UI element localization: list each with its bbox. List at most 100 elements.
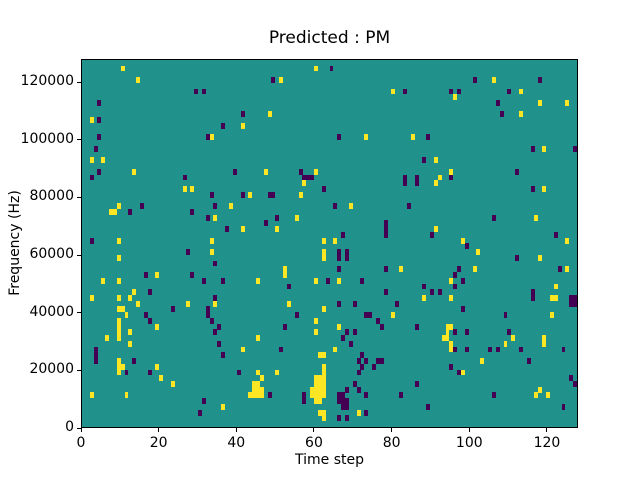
heatmap-cell-purple: [209, 191, 214, 198]
heatmap-cell-yellow: [120, 363, 125, 370]
heatmap-cell-purple: [495, 100, 500, 106]
heatmap-cell-purple: [221, 277, 226, 284]
heatmap-cell-purple: [337, 134, 342, 141]
heatmap-cell-yellow: [182, 186, 187, 192]
heatmap-cell-purple: [236, 369, 241, 376]
heatmap-cell-yellow: [441, 335, 446, 341]
heatmap-cell-purple: [263, 220, 268, 227]
heatmap-cell-yellow: [565, 100, 570, 106]
heatmap-cell-yellow: [116, 335, 121, 341]
heatmap-cell-purple: [426, 134, 431, 141]
heatmap-cell-yellow: [542, 186, 547, 192]
heatmap-cell-purple: [422, 157, 427, 164]
heatmap-cell-yellow: [391, 88, 396, 95]
heatmap-cell-purple: [573, 145, 577, 152]
y-tick-label: 20000: [29, 361, 74, 378]
heatmap-cell-yellow: [132, 289, 137, 296]
heatmap-cell-purple: [375, 317, 380, 324]
heatmap-cell-purple: [449, 88, 454, 95]
heatmap-cell-purple: [240, 191, 245, 198]
heatmap-cell-purple: [344, 386, 349, 393]
y-tick-label: 40000: [29, 303, 74, 320]
x-tick-label: 0: [76, 435, 86, 451]
heatmap-cell-yellow: [460, 237, 465, 244]
heatmap-cell-yellow: [228, 203, 233, 210]
heatmap-cell-yellow: [317, 386, 322, 393]
heatmap-cell-yellow: [511, 335, 516, 341]
heatmap-cell-purple: [128, 208, 133, 215]
heatmap-cell-yellow: [314, 380, 318, 387]
heatmap-cell-yellow: [410, 134, 415, 141]
heatmap-cell-purple: [495, 346, 500, 353]
heatmap-cell-purple: [213, 294, 218, 301]
heatmap-cell-yellow: [279, 77, 284, 83]
heatmap-cell-purple: [341, 403, 346, 410]
heatmap-cell-purple: [383, 289, 388, 296]
heatmap-cell-yellow: [120, 65, 125, 72]
heatmap-cell-purple: [302, 174, 307, 181]
heatmap-cell-purple: [406, 203, 411, 210]
heatmap-cell-yellow: [116, 363, 121, 370]
heatmap-cell-yellow: [116, 254, 121, 261]
heatmap-cell-yellow: [128, 329, 133, 336]
heatmap-cell-purple: [538, 77, 543, 83]
heatmap-cell-yellow: [240, 122, 245, 129]
heatmap-cell-purple: [93, 358, 98, 364]
y-tick-label: 100000: [20, 130, 74, 147]
heatmap-cell-yellow: [170, 380, 175, 387]
heatmap-cell-purple: [457, 266, 462, 273]
heatmap-cell-yellow: [310, 392, 315, 399]
heatmap-cell-purple: [201, 277, 206, 284]
x-tick-mark: [468, 428, 470, 432]
heatmap-cell-purple: [147, 317, 152, 324]
heatmap-cell-yellow: [256, 386, 260, 393]
heatmap-cell-purple: [395, 300, 400, 307]
heatmap-cell-purple: [383, 231, 388, 238]
heatmap-cell-purple: [348, 340, 353, 347]
heatmap-cell-purple: [217, 323, 222, 330]
heatmap-cell-yellow: [460, 369, 465, 376]
heatmap-cell-yellow: [449, 346, 454, 353]
heatmap-cell-yellow: [449, 294, 454, 301]
heatmap-cell-yellow: [209, 134, 214, 141]
heatmap-cell-purple: [271, 191, 276, 198]
heatmap-cell-yellow: [116, 277, 121, 284]
plot-area: [81, 59, 578, 428]
heatmap-cell-purple: [430, 289, 434, 296]
heatmap-cell-yellow: [314, 392, 318, 399]
heatmap-cell-yellow: [321, 375, 326, 382]
heatmap-cell-purple: [356, 369, 361, 376]
heatmap-cell-purple: [302, 392, 307, 399]
heatmap-cell-yellow: [321, 254, 326, 261]
heatmap-cell-purple: [453, 329, 458, 336]
heatmap-cell-yellow: [565, 237, 570, 244]
heatmap-cell-purple: [279, 346, 284, 353]
heatmap-cell-yellow: [321, 369, 326, 376]
heatmap-cell-purple: [383, 220, 388, 227]
heatmap-cell-yellow: [314, 317, 318, 324]
heatmap-cell-yellow: [89, 117, 94, 124]
heatmap-cell-yellow: [538, 386, 543, 393]
heatmap-cell-purple: [310, 174, 315, 181]
heatmap-cell-purple: [457, 88, 462, 95]
heatmap-cell-yellow: [248, 191, 253, 198]
heatmap-cell-purple: [453, 346, 458, 353]
heatmap-cell-yellow: [317, 392, 322, 399]
heatmap-cell-purple: [170, 306, 175, 313]
heatmap-cell-purple: [344, 329, 349, 336]
x-tick-label: 80: [382, 435, 401, 451]
heatmap-cell-purple: [499, 111, 504, 118]
heatmap-cell-purple: [341, 231, 346, 238]
heatmap-cell-yellow: [89, 294, 94, 301]
heatmap-cell-yellow: [116, 237, 121, 244]
heatmap-cell-purple: [341, 392, 346, 399]
heatmap-cell-purple: [364, 392, 369, 399]
heatmap-cell-purple: [491, 214, 496, 221]
heatmap-cell-purple: [364, 312, 369, 319]
heatmap-cell-yellow: [348, 203, 353, 210]
heatmap-cell-yellow: [549, 294, 554, 301]
heatmap-cell-yellow: [252, 380, 257, 387]
heatmap-cell-purple: [530, 145, 535, 152]
heatmap-cell-yellow: [209, 237, 214, 244]
heatmap-cell-purple: [530, 294, 535, 301]
